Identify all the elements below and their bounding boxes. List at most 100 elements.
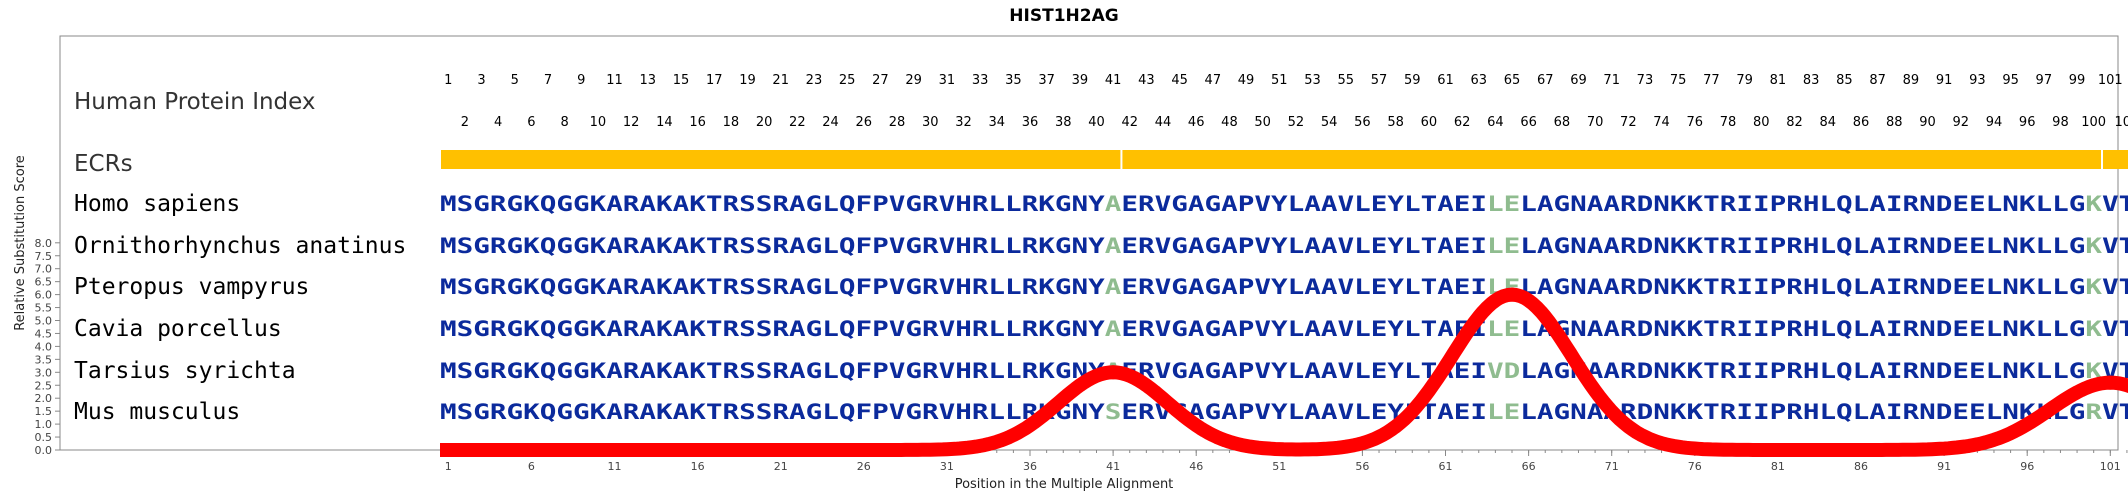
ecr-bars [441,150,2128,169]
x-tick-label: 91 [1937,460,1951,473]
x-tick-label: 101 [2100,460,2121,473]
protein-index-odd: 35 [1005,73,1022,88]
protein-index-even: 98 [2052,115,2069,130]
protein-index-odd: 33 [972,73,989,88]
protein-index-even: 10 [590,115,607,130]
sequence-row: MSGRGKQGGKARAKAKTRSSRAGLQFPVGRVHRLLRKGNY… [440,400,2128,424]
y-tick-label: 6.5 [35,276,53,289]
y-tick-label: 7.5 [35,250,53,263]
protein-index-odd: 11 [606,73,623,88]
protein-index-even: 52 [1288,115,1305,130]
sequence-row: MSGRGKQGGKARAKAKTRSSRAGLQFPVGRVHRLLRKGNY… [440,275,2128,299]
y-tick-label: 1.5 [35,405,53,418]
species-name: Ornithorhynchus anatinus [74,233,406,259]
protein-index-even: 48 [1221,115,1238,130]
protein-index-even: 20 [756,115,773,130]
y-tick-label: 0.5 [35,431,53,444]
y-tick-label: 1.0 [35,418,53,431]
protein-index-even: 68 [1554,115,1571,130]
y-tick-label: 3.0 [35,366,53,379]
protein-index-even: 40 [1088,115,1105,130]
protein-index-odd: 97 [2036,73,2053,88]
y-tick-label: 4.0 [35,340,53,353]
chart-title: HIST1H2AG [1009,6,1118,26]
x-tick-label: 16 [691,460,705,473]
protein-index-odd: 25 [839,73,856,88]
protein-index-even: 14 [656,115,673,130]
species-name: Mus musculus [74,399,240,425]
protein-index-odd: 3 [477,73,485,88]
protein-index-odd: 7 [544,73,552,88]
y-tick-label: 2.0 [35,392,53,405]
peak-point [1106,365,1121,380]
protein-index-odd: 61 [1437,73,1454,88]
protein-index-even: 70 [1587,115,1604,130]
protein-index-even: 94 [1986,115,2003,130]
protein-index-odd: 51 [1271,73,1288,88]
protein-index-odd: 1 [444,73,452,88]
protein-index-odd: 49 [1238,73,1255,88]
y-axis: 0.00.51.01.52.02.53.03.54.04.55.05.56.06… [35,237,60,457]
protein-index-odd: 83 [1803,73,1820,88]
protein-index-even: 44 [1155,115,1172,130]
x-axis-label: Position in the Multiple Alignment [955,477,1174,492]
ecrs-label: ECRs [74,151,133,177]
protein-index-odd: 9 [577,73,585,88]
protein-index-even: 102 [2115,115,2128,130]
protein-index-odd: 37 [1038,73,1055,88]
x-tick-label: 71 [1605,460,1619,473]
protein-index-even: 46 [1188,115,1205,130]
species-name: Homo sapiens [74,191,240,217]
protein-index-even: 72 [1620,115,1637,130]
protein-index-odd: 73 [1637,73,1654,88]
protein-index-even: 16 [689,115,706,130]
protein-index-even: 54 [1321,115,1338,130]
y-tick-label: 8.0 [35,237,53,250]
y-tick-label: 0.0 [35,444,53,457]
protein-index-odd: 87 [1869,73,1886,88]
protein-index-rows: 1 3 5 7 9 11 13 15 17 19 21 23 25 27 29 31 33 35 37 39 41 43 4… [444,73,2128,130]
ecr-bar [1122,150,2101,169]
protein-index-even: 76 [1687,115,1704,130]
x-tick-label: 61 [1439,460,1453,473]
protein-index-odd: 65 [1504,73,1521,88]
protein-index-odd: 31 [939,73,956,88]
species-name: Pteropus vampyrus [74,274,309,300]
protein-index-odd: 71 [1603,73,1620,88]
protein-index-even: 18 [723,115,740,130]
protein-index-even: 74 [1653,115,1670,130]
protein-index-even: 92 [1952,115,1969,130]
protein-index-even: 86 [1853,115,1870,130]
protein-index-odd: 93 [1969,73,1986,88]
y-axis-label: Relative Substitution Score [13,155,28,331]
protein-index-even: 90 [1919,115,1936,130]
protein-index-odd: 91 [1936,73,1953,88]
protein-index-odd: 17 [706,73,723,88]
protein-index-odd: 101 [2098,73,2123,88]
x-tick-label: 56 [1355,460,1369,473]
protein-index-odd: 19 [739,73,756,88]
protein-index-odd: 89 [1903,73,1920,88]
y-tick-label: 7.0 [35,263,53,276]
protein-index-odd: 85 [1836,73,1853,88]
protein-index-even: 82 [1786,115,1803,130]
protein-index-odd: 23 [806,73,823,88]
protein-index-odd: 81 [1770,73,1787,88]
protein-index-odd: 67 [1537,73,1554,88]
y-tick-label: 6.0 [35,289,53,302]
protein-index-odd: 13 [639,73,656,88]
x-tick-label: 1 [445,460,452,473]
protein-index-even: 78 [1720,115,1737,130]
protein-index-odd: 27 [872,73,889,88]
species-name: Cavia porcellus [74,316,282,342]
protein-index-odd: 55 [1338,73,1355,88]
protein-index-odd: 45 [1171,73,1188,88]
protein-index-odd: 95 [2002,73,2019,88]
protein-index-odd: 57 [1371,73,1388,88]
y-tick-label: 5.0 [35,315,53,328]
protein-index-even: 60 [1421,115,1438,130]
ecr-bar [2103,150,2128,169]
protein-index-odd: 39 [1072,73,1089,88]
x-tick-label: 26 [857,460,871,473]
